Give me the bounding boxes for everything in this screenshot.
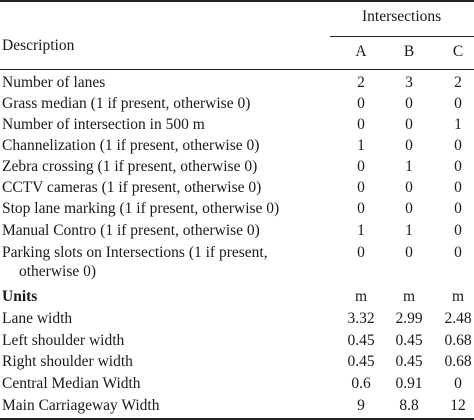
unit-value-b: m xyxy=(402,288,416,305)
column-header-a: A xyxy=(355,43,367,60)
row-value-c: 0 xyxy=(454,375,462,392)
row-label: Number of intersection in 500 m xyxy=(2,116,205,133)
row-value-a: 1 xyxy=(357,222,365,239)
unit-value-a: m xyxy=(354,288,368,305)
row-value-c: 12 xyxy=(450,397,466,414)
row-value-c: 0 xyxy=(454,95,462,112)
row-label: Lane width xyxy=(2,310,73,327)
row-label: Parking slots on Intersections (1 if pre… xyxy=(2,244,268,261)
row-value-b: 0 xyxy=(405,137,413,154)
table-top-rule xyxy=(0,0,474,2)
row-value-a: 0 xyxy=(357,158,365,175)
units-label: Units xyxy=(2,288,38,305)
row-value-c: 0 xyxy=(454,158,462,175)
row-value-c: 1 xyxy=(454,116,462,133)
unit-value-c: m xyxy=(451,288,465,305)
row-label: Zebra crossing (1 if present, otherwise … xyxy=(2,158,258,175)
intersections-header: Intersections xyxy=(362,8,442,25)
row-label: Left shoulder width xyxy=(2,332,125,349)
row-value-c: 0 xyxy=(454,137,462,154)
row-label: Channelization (1 if present, otherwise … xyxy=(2,137,260,154)
description-header: Description xyxy=(2,37,75,54)
row-value-c: 0.68 xyxy=(444,353,472,370)
row-value-b: 0 xyxy=(405,95,413,112)
row-value-a: 1 xyxy=(357,137,365,154)
row-value-a: 0 xyxy=(357,179,365,196)
row-value-a: 0.45 xyxy=(347,353,375,370)
row-label: CCTV cameras (1 if present, otherwise 0) xyxy=(2,179,262,196)
column-header-c: C xyxy=(452,43,464,60)
row-label: Right shoulder width xyxy=(2,353,133,370)
row-value-c: 0 xyxy=(454,200,462,217)
row-value-b: 0 xyxy=(405,179,413,196)
row-value-a: 0.45 xyxy=(347,332,375,349)
row-value-b: 8.8 xyxy=(399,397,419,414)
row-value-b: 0.45 xyxy=(395,353,423,370)
row-value-b: 3 xyxy=(405,74,413,91)
row-value-b: 1 xyxy=(405,222,413,239)
row-value-c: 0 xyxy=(454,179,462,196)
column-header-b: B xyxy=(403,43,415,60)
row-value-b: 0.45 xyxy=(395,332,423,349)
row-value-a: 0 xyxy=(357,200,365,217)
row-label: Number of lanes xyxy=(2,74,106,91)
row-value-b: 0 xyxy=(405,244,413,261)
row-value-b: 0 xyxy=(405,200,413,217)
row-value-a: 9 xyxy=(357,397,365,414)
row-value-b: 1 xyxy=(405,158,413,175)
row-value-c: 2 xyxy=(454,74,462,91)
row-label: Grass median (1 if present, otherwise 0) xyxy=(2,95,251,112)
row-value-b: 2.99 xyxy=(395,310,423,327)
row-value-a: 3.32 xyxy=(347,310,375,327)
row-value-a: 2 xyxy=(357,74,365,91)
intersections-header-rule xyxy=(330,36,474,37)
row-value-b: 0.91 xyxy=(395,375,423,392)
row-label: Main Carriageway Width xyxy=(2,397,160,414)
row-value-c: 2.48 xyxy=(444,310,472,327)
table-bottom-rule xyxy=(0,418,474,420)
row-value-a: 0 xyxy=(357,244,365,261)
row-value-b: 0 xyxy=(405,116,413,133)
row-label: Stop lane marking (1 if present, otherwi… xyxy=(2,200,280,217)
row-label: Manual Contro (1 if present, otherwise 0… xyxy=(2,222,260,239)
header-bottom-rule xyxy=(0,69,474,70)
row-value-a: 0 xyxy=(357,95,365,112)
row-value-c: 0 xyxy=(454,244,462,261)
row-label: Central Median Width xyxy=(2,375,141,392)
row-value-a: 0 xyxy=(357,116,365,133)
row-value-c: 0 xyxy=(454,222,462,239)
row-value-a: 0.6 xyxy=(351,375,371,392)
row-label-continuation: otherwise 0) xyxy=(19,263,97,280)
row-value-c: 0.68 xyxy=(444,332,472,349)
